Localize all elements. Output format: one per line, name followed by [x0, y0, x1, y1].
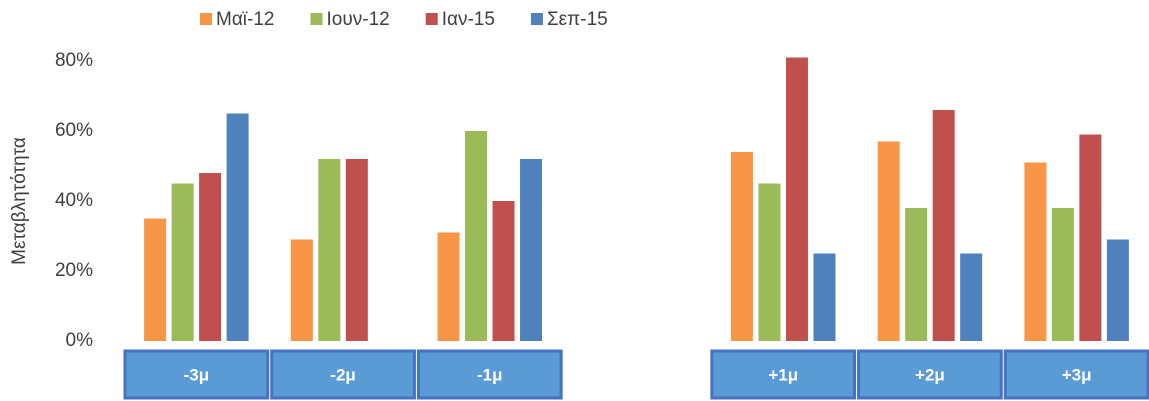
- y-tick-label: 40%: [55, 190, 93, 211]
- legend-label: Ιαν-15: [442, 9, 495, 30]
- x-tick-label: -1μ: [477, 365, 503, 384]
- legend-label: Ιουν-12: [327, 9, 390, 30]
- category-box: [710, 349, 857, 400]
- bar: [905, 208, 928, 341]
- bar: [730, 152, 753, 341]
- bar: [290, 239, 313, 341]
- bar: [1079, 134, 1102, 341]
- legend-label: Μαϊ-12: [216, 9, 275, 30]
- legend-swatch: [200, 13, 212, 25]
- bar: [1106, 239, 1129, 341]
- bar: [345, 159, 368, 341]
- x-tick-label: -2μ: [330, 365, 356, 384]
- bar: [813, 253, 836, 341]
- bar: [226, 113, 249, 341]
- y-tick-label: 0%: [66, 330, 94, 351]
- x-tick-label: +2μ: [915, 365, 945, 384]
- bar: [1024, 162, 1047, 341]
- bar: [877, 141, 900, 341]
- legend-swatch: [530, 13, 543, 25]
- x-tick-label: +3μ: [1062, 365, 1092, 384]
- bar: [465, 131, 488, 341]
- y-tick-label: 20%: [55, 260, 93, 281]
- category-box: [416, 349, 563, 400]
- bar: [171, 183, 194, 341]
- category-box: [123, 349, 270, 400]
- y-axis-label: Μεταβλητότητα: [9, 137, 30, 265]
- bar: [758, 183, 781, 341]
- bar: [318, 159, 341, 341]
- legend-swatch: [425, 13, 438, 25]
- category-box: [857, 349, 1003, 400]
- x-tick-label: +1μ: [768, 365, 798, 384]
- bar: [520, 159, 543, 341]
- bar: [785, 57, 808, 341]
- bar: [960, 253, 983, 341]
- bar: [199, 173, 222, 341]
- bar: [492, 201, 515, 341]
- legend-label: Σεπ-15: [547, 9, 608, 30]
- bar: [1051, 208, 1074, 341]
- y-tick-label: 60%: [55, 120, 93, 141]
- bar: [144, 218, 167, 341]
- x-tick-label: -3μ: [184, 365, 210, 384]
- bar: [932, 110, 955, 341]
- category-box: [1003, 349, 1149, 400]
- category-box: [270, 349, 416, 400]
- bar: [437, 232, 460, 341]
- legend-swatch: [310, 13, 323, 25]
- y-tick-label: 80%: [55, 50, 93, 71]
